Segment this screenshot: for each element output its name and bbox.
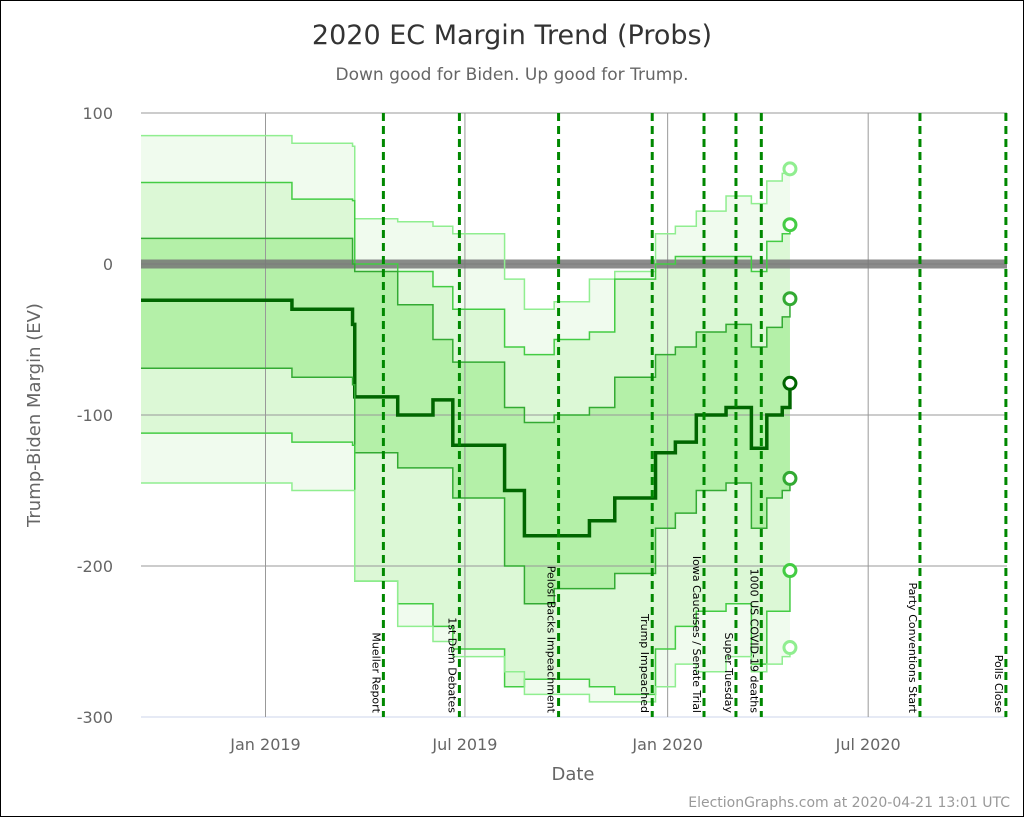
series-line-minus2 <box>141 432 791 696</box>
event-label: Trump Impeached <box>638 613 651 713</box>
event-label: Polls Close <box>992 655 1005 714</box>
event-label: Party Conventions Start <box>906 582 919 713</box>
x-axis-label: Date <box>551 764 594 785</box>
x-tick-label: Jan 2019 <box>229 735 300 754</box>
band-1-sigma <box>141 238 790 604</box>
credit: ElectionGraphs.com at 2020-04-21 13:01 U… <box>688 795 1010 811</box>
series-end-marker-minus1 <box>782 470 798 486</box>
x-tick-label: Jan 2020 <box>631 735 702 754</box>
x-tick-label: Jul 2020 <box>835 735 901 754</box>
event-label: Iowa Caucuses / Senate Trial <box>690 556 703 713</box>
event-label: Pelosi Backs Impeachment <box>545 566 558 714</box>
series-line-max <box>141 134 791 311</box>
y-tick-label: -300 <box>77 708 113 727</box>
series-line-plus2 <box>141 181 791 356</box>
y-tick-label: -100 <box>77 406 113 425</box>
series-end-marker-min <box>782 640 798 656</box>
series-end-marker-plus2 <box>782 217 798 233</box>
series-line-min <box>141 482 791 703</box>
chart-title: 2020 EC Margin Trend (Probs) <box>312 20 712 51</box>
y-axis-label: Trump-Biden Margin (EV) <box>24 303 45 528</box>
series-end-marker-median <box>782 375 798 391</box>
event-label: 1st Dem Debates <box>445 617 458 713</box>
y-tick-label: 0 <box>103 255 113 274</box>
event-label: 1000 US COVID-19 deaths <box>747 569 760 714</box>
series-end-marker-plus1 <box>782 291 798 307</box>
series-line-minus1 <box>141 367 791 605</box>
series-end-marker-minus2 <box>782 563 798 579</box>
x-tick-label: Jul 2019 <box>431 735 497 754</box>
series-end-marker-max <box>782 161 798 177</box>
y-tick-label: 100 <box>82 104 113 123</box>
event-label: Super Tuesday <box>722 633 735 714</box>
chart-subtitle: Down good for Biden. Up good for Trump. <box>336 65 689 85</box>
series-line-plus1 <box>141 237 791 424</box>
y-tick-label: -200 <box>77 557 113 576</box>
series-line-median <box>141 298 792 538</box>
event-label: Mueller Report <box>369 632 382 713</box>
